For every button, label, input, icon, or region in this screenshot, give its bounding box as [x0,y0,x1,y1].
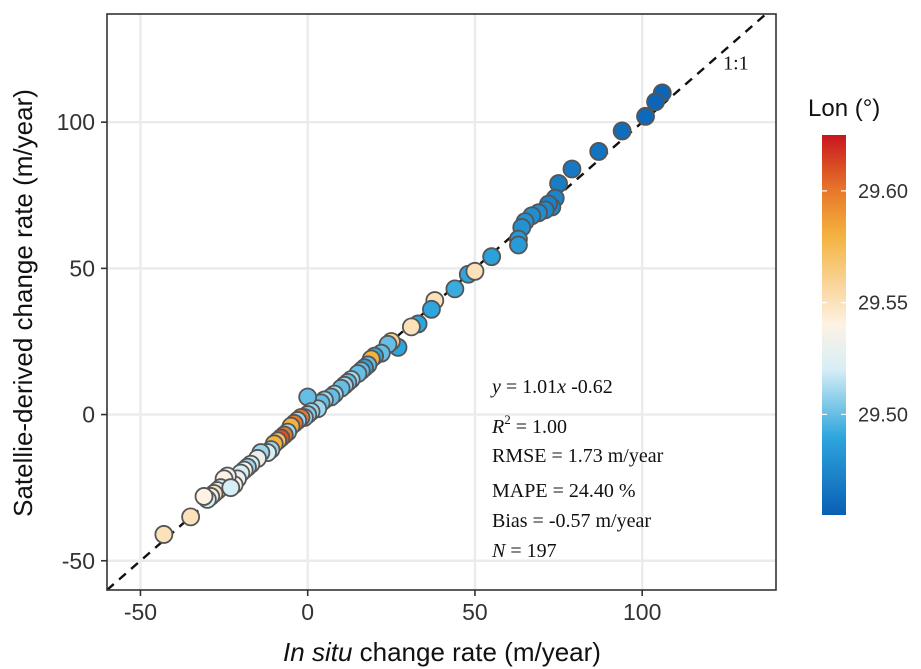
colorbar [822,135,846,515]
stats-r2: R2 = 1.00 [491,412,567,438]
r2-value: = 1.00 [511,416,567,438]
eq-y-var: y [490,376,501,398]
data-point [401,317,421,337]
data-point [194,487,214,506]
n-label: N [491,540,507,562]
data-point [482,247,502,267]
stats-mape: MAPE = 24.40 % [492,480,636,502]
plot-border [106,13,777,591]
axis-ticks: -50 0 50 100 -50 0 50 100 [57,109,662,625]
colorbar-tick-label: 29.60 [858,181,908,203]
eq-slope: = 1.01 [501,376,557,398]
colorbar-tick-label: 29.55 [858,293,908,315]
colorbar-title: Lon (°) [808,95,880,122]
n-value: = 197 [505,540,556,562]
x-tick-label: -50 [124,599,157,625]
eq-intercept: -0.62 [566,376,613,398]
data-point [465,261,485,281]
x-tick-label: 100 [623,599,661,625]
data-point [562,159,582,179]
colorbar-tick-label: 29.50 [858,404,908,426]
y-tick-label: -50 [62,548,95,574]
data-point [636,106,655,126]
stats-bias: Bias = -0.57 m/year [492,510,651,532]
data-point [221,478,241,498]
x-axis-title-italic: In situ [283,637,352,667]
y-tick-label: 50 [69,255,95,281]
eq-x-var: x [556,376,566,398]
data-point [445,279,465,299]
r2-r: R [491,416,504,438]
y-tick-label: 100 [57,109,95,135]
stats-block: y = 1.01x -0.62 R2 = 1.00 RMSE = 1.73 m/… [490,376,664,562]
data-point [589,142,609,161]
x-axis-title-rest: change rate (m/year) [352,637,601,667]
x-axis-title: In situ change rate (m/year) [283,637,601,667]
data-points [154,83,672,544]
colorbar-legend: Lon (°) 29.50 29.55 29.60 [808,95,908,515]
x-tick-label: 50 [462,599,488,625]
y-axis-title: Satellie-derived change rate (m/year) [8,89,38,517]
data-point [646,92,665,112]
r2-sup: 2 [504,412,511,427]
data-point [181,507,201,527]
data-point [422,299,441,319]
colorbar-ticks: 29.50 29.55 29.60 [822,181,908,426]
stats-equation: y = 1.01x -0.62 [490,376,613,398]
x-tick-label: 0 [301,599,314,625]
data-point [154,525,174,544]
data-point [612,121,632,141]
y-tick-label: 0 [82,402,95,428]
one-to-one-label: 1:1 [723,53,749,75]
data-point [509,235,528,255]
stats-rmse: RMSE = 1.73 m/year [492,445,664,467]
stats-n: N = 197 [491,540,557,562]
